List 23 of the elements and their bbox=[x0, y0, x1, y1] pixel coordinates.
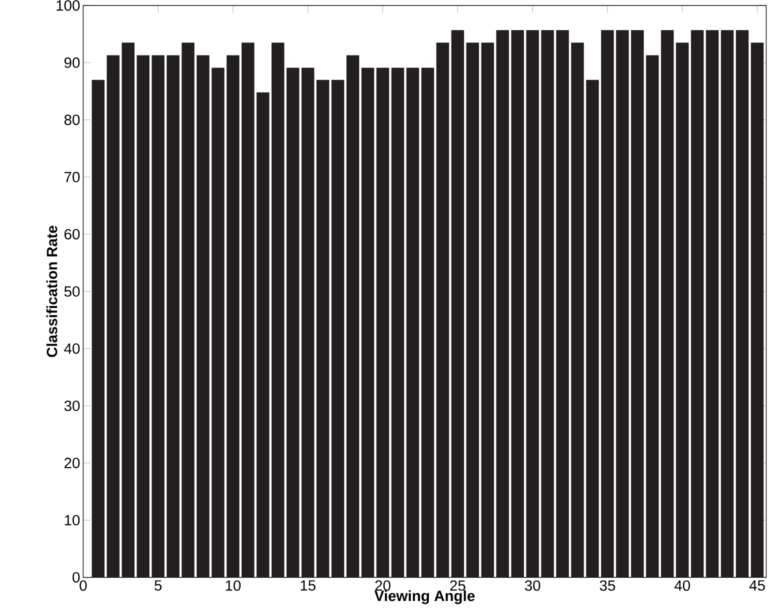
x-tick-label: 30 bbox=[524, 580, 540, 591]
y-tick-label: 20 bbox=[64, 458, 80, 468]
y-tick-label: 80 bbox=[64, 114, 80, 126]
x-tick-label: 40 bbox=[674, 580, 690, 591]
x-tick-label: 25 bbox=[450, 580, 466, 591]
x-tick-label: 45 bbox=[749, 580, 765, 591]
y-tick-label: 90 bbox=[64, 57, 80, 68]
x-tick-label: 20 bbox=[375, 580, 390, 591]
y-tick-label: 10 bbox=[64, 514, 80, 526]
y-tick-label: 100 bbox=[56, 0, 80, 11]
y-tick-label: 30 bbox=[64, 400, 80, 412]
x-tick-label: 15 bbox=[300, 580, 316, 591]
y-tick-label: 0 bbox=[72, 572, 80, 583]
x-tick-label: 5 bbox=[154, 580, 162, 591]
y-axis-title: Classification Rate bbox=[46, 226, 58, 357]
x-tick-label: 35 bbox=[600, 580, 616, 591]
x-tick-label: 10 bbox=[226, 580, 241, 591]
x-axis-title: Viewing Angle bbox=[374, 590, 475, 604]
y-tick-label: 40 bbox=[64, 343, 80, 354]
x-tick-label: 0 bbox=[80, 580, 87, 591]
y-tick-label: 50 bbox=[64, 286, 80, 297]
y-tick-label: 60 bbox=[64, 229, 80, 240]
y-tick-label: 70 bbox=[64, 172, 80, 182]
